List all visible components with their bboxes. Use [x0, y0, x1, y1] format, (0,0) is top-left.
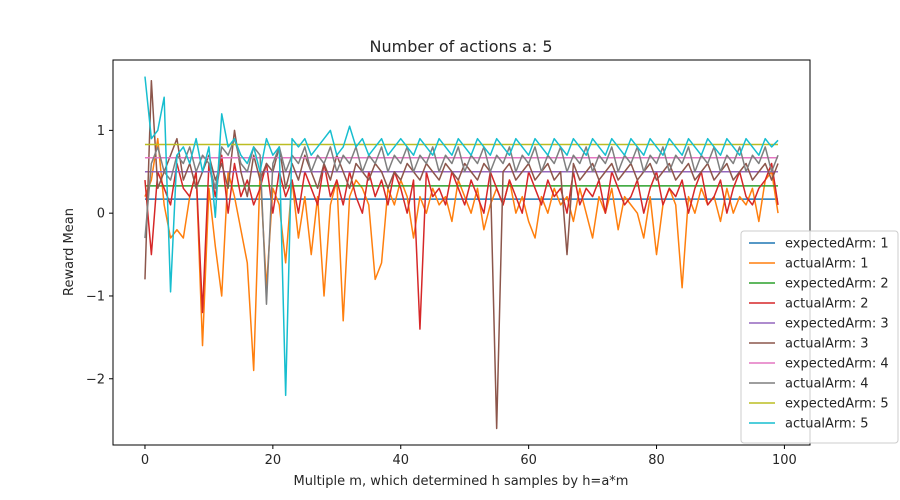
series-group [144, 76, 779, 430]
series-line-4 [144, 154, 779, 330]
legend-frame [740, 230, 899, 444]
series-line-6 [144, 79, 779, 430]
legend-label-8: actualArm: 4 [785, 377, 868, 392]
y-tick-label: −1 [86, 289, 105, 304]
series-line-10 [144, 76, 779, 397]
y-tick-label: 1 [97, 124, 105, 139]
chart-title: Number of actions a: 5 [370, 37, 553, 56]
legend-label-5: expectedArm: 3 [785, 317, 889, 332]
legend-label-1: expectedArm: 1 [785, 237, 889, 252]
x-axis-ticks: 0 20 40 60 80 100 [141, 445, 797, 468]
legend-label-6: actualArm: 3 [785, 337, 868, 352]
series-line-2 [144, 137, 779, 372]
x-tick-label: 40 [392, 453, 409, 468]
x-tick-label: 20 [265, 453, 282, 468]
legend-label-3: expectedArm: 2 [785, 277, 889, 292]
legend-label-4: actualArm: 2 [785, 297, 868, 312]
y-axis-label: Reward Mean [62, 208, 77, 296]
x-tick-label: 80 [648, 453, 665, 468]
plot-area [112, 59, 811, 446]
x-axis-label: Multiple m, which determined h samples b… [294, 474, 629, 489]
x-tick-label: 60 [520, 453, 537, 468]
series-line-8 [144, 137, 779, 305]
x-tick-label: 100 [772, 453, 797, 468]
y-tick-label: 0 [97, 207, 105, 222]
legend-label-2: actualArm: 1 [785, 257, 868, 272]
legend-label-7: expectedArm: 4 [785, 357, 889, 372]
legend-label-10: actualArm: 5 [785, 417, 868, 432]
y-axis-ticks: −2 −1 0 1 [86, 124, 113, 387]
legend: expectedArm: 1 actualArm: 1 expectedArm: 2… [740, 230, 899, 444]
legend-label-9: expectedArm: 5 [785, 397, 889, 412]
x-tick-label: 0 [141, 453, 149, 468]
y-tick-label: −2 [86, 372, 105, 387]
